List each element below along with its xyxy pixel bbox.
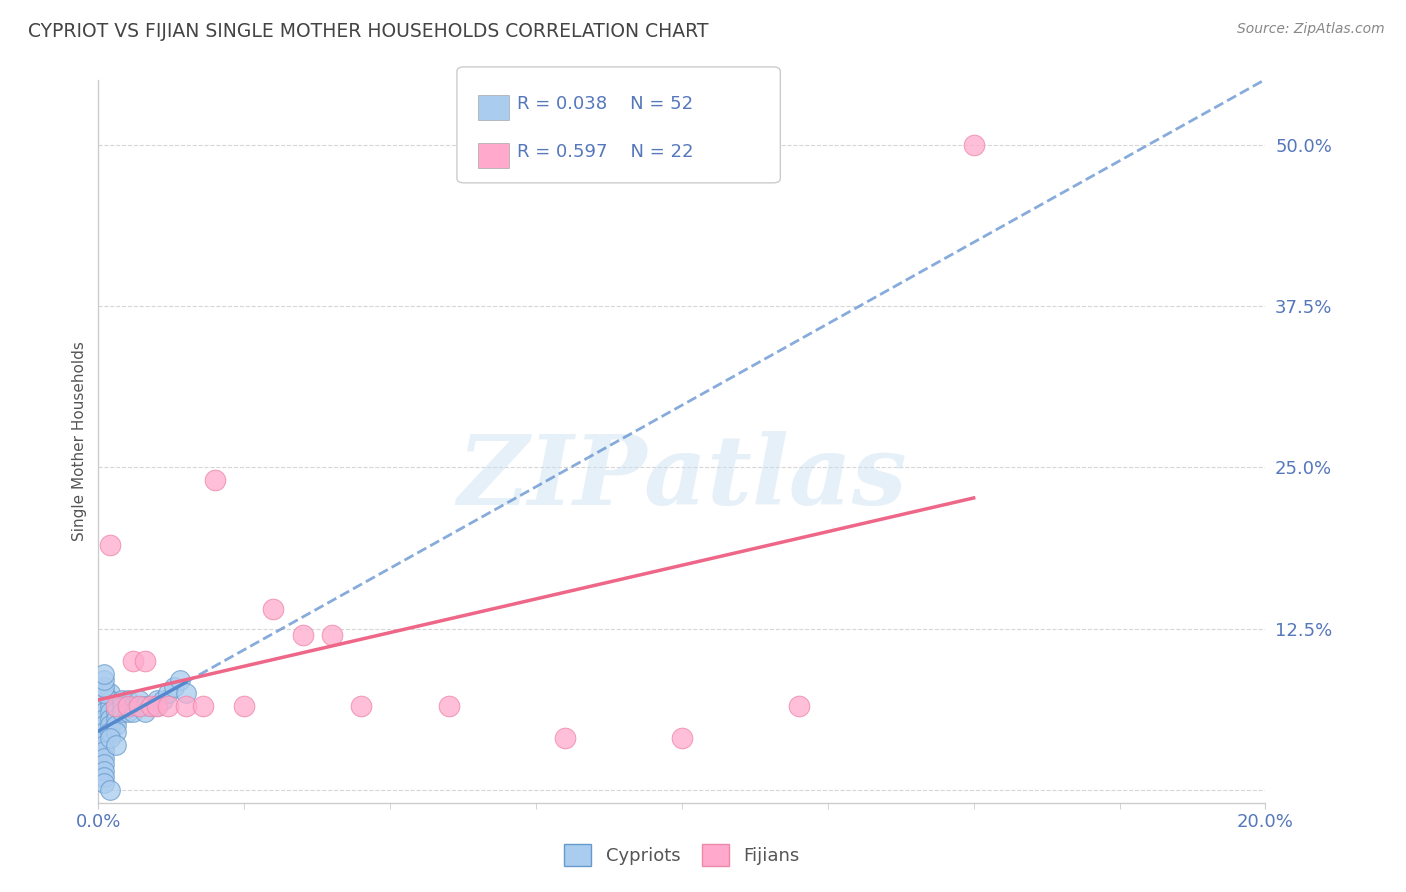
Point [93, 706, 115, 720]
Point [111, 692, 134, 706]
Text: ZIPatlas: ZIPatlas [457, 431, 907, 524]
Point [93, 686, 115, 700]
Point [122, 699, 145, 714]
Point [146, 699, 169, 714]
Point [204, 473, 226, 487]
Point [117, 699, 139, 714]
Point [193, 699, 215, 714]
Point [111, 706, 134, 720]
Point [98, 712, 121, 726]
Point [174, 699, 197, 714]
Point [98, 724, 121, 739]
Point [93, 699, 115, 714]
Point [93, 764, 115, 778]
Point [93, 666, 115, 681]
Point [128, 699, 150, 714]
Y-axis label: Single Mother Households: Single Mother Households [72, 342, 87, 541]
Point [104, 724, 127, 739]
Point [157, 699, 180, 714]
Point [104, 712, 127, 726]
Point [98, 783, 121, 797]
Point [134, 654, 156, 668]
Point [93, 712, 115, 726]
Point [139, 699, 162, 714]
Point [93, 673, 115, 688]
Point [134, 706, 156, 720]
Text: R = 0.038    N = 52: R = 0.038 N = 52 [517, 95, 693, 113]
Point [104, 706, 127, 720]
Point [157, 686, 180, 700]
Point [117, 706, 139, 720]
Point [122, 654, 145, 668]
Point [128, 699, 150, 714]
Point [787, 699, 810, 714]
Point [93, 757, 115, 772]
Point [962, 137, 984, 152]
Point [152, 692, 174, 706]
Point [98, 731, 121, 746]
Point [671, 731, 693, 746]
Point [93, 718, 115, 732]
Point [128, 692, 150, 706]
Point [104, 699, 127, 714]
Point [134, 699, 156, 714]
Point [111, 699, 134, 714]
Point [93, 750, 115, 764]
Point [321, 628, 343, 642]
Point [146, 692, 169, 706]
Point [98, 692, 121, 706]
Point [169, 673, 191, 688]
Legend: Cypriots, Fijians: Cypriots, Fijians [557, 837, 807, 873]
Text: Source: ZipAtlas.com: Source: ZipAtlas.com [1237, 22, 1385, 37]
Point [291, 628, 314, 642]
Text: CYPRIOT VS FIJIAN SINGLE MOTHER HOUSEHOLDS CORRELATION CHART: CYPRIOT VS FIJIAN SINGLE MOTHER HOUSEHOL… [28, 22, 709, 41]
Point [93, 770, 115, 784]
Point [233, 699, 256, 714]
Text: R = 0.597    N = 22: R = 0.597 N = 22 [517, 143, 695, 161]
Point [93, 776, 115, 790]
Point [93, 724, 115, 739]
Point [117, 699, 139, 714]
Point [98, 686, 121, 700]
Point [104, 738, 127, 752]
Point [93, 738, 115, 752]
Point [104, 718, 127, 732]
Point [146, 699, 169, 714]
Point [554, 731, 576, 746]
Point [104, 699, 127, 714]
Point [117, 692, 139, 706]
Point [139, 699, 162, 714]
Point [122, 706, 145, 720]
Point [98, 538, 121, 552]
Point [163, 680, 186, 694]
Point [174, 686, 197, 700]
Point [93, 680, 115, 694]
Point [98, 706, 121, 720]
Point [98, 718, 121, 732]
Point [93, 731, 115, 746]
Point [350, 699, 373, 714]
Point [262, 602, 284, 616]
Point [98, 699, 121, 714]
Point [93, 744, 115, 758]
Point [437, 699, 460, 714]
